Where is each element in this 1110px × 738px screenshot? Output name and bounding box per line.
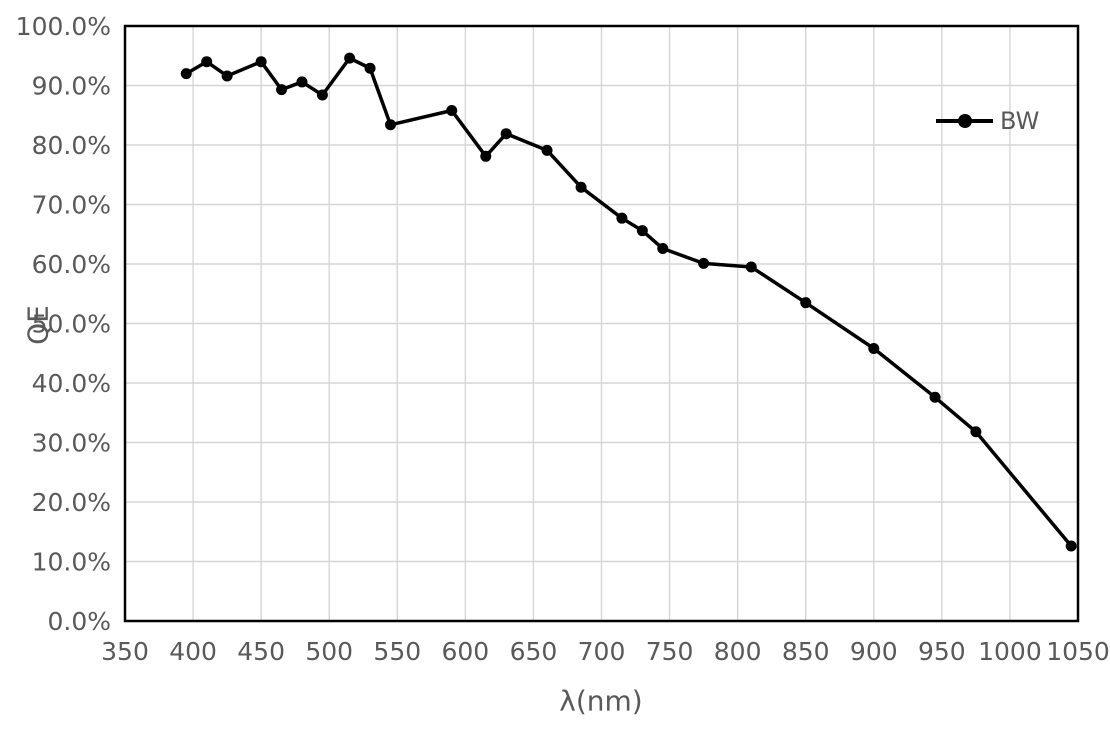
data-point-marker	[201, 56, 213, 68]
data-point-marker	[541, 144, 553, 156]
data-point-marker	[344, 52, 356, 64]
x-tick-label: 550	[373, 637, 421, 666]
y-tick-label: 50.0%	[32, 310, 111, 339]
data-point-marker	[970, 426, 982, 438]
y-axis-title: QE	[21, 305, 55, 345]
x-tick-label: 450	[237, 637, 285, 666]
x-tick-label: 600	[441, 637, 489, 666]
data-point-marker	[276, 84, 288, 96]
data-point-marker	[364, 62, 376, 74]
legend: BW	[936, 109, 1039, 133]
data-point-marker	[1065, 540, 1077, 552]
plot-border	[123, 24, 1080, 623]
data-point-marker	[657, 243, 669, 255]
data-point-marker	[384, 119, 396, 131]
data-point-marker	[316, 89, 328, 101]
x-tick-label: 350	[101, 637, 149, 666]
x-tick-label: 700	[578, 637, 626, 666]
data-point-marker	[575, 181, 587, 193]
x-tick-label: 950	[918, 637, 966, 666]
data-point-marker	[800, 297, 812, 309]
x-tick-label: 650	[510, 637, 558, 666]
data-point-marker	[868, 342, 880, 354]
y-tick-label: 100.0%	[16, 12, 111, 41]
y-tick-label: 90.0%	[32, 72, 111, 101]
y-tick-label: 40.0%	[32, 369, 111, 398]
x-tick-label: 400	[169, 637, 217, 666]
y-tick-label: 70.0%	[32, 191, 111, 220]
y-tick-label: 10.0%	[32, 548, 111, 577]
data-point-marker	[500, 128, 512, 140]
data-point-marker	[221, 70, 233, 82]
data-point-marker	[929, 391, 941, 403]
data-point-marker	[296, 76, 308, 88]
y-tick-label: 20.0%	[32, 488, 111, 517]
x-tick-label: 850	[782, 637, 830, 666]
data-point-marker	[698, 257, 710, 269]
y-tick-label: 80.0%	[32, 131, 111, 160]
x-tick-label: 1050	[1046, 637, 1110, 666]
x-axis-title: λ(nm)	[559, 684, 643, 718]
data-point-marker	[180, 68, 192, 80]
y-tick-label: 30.0%	[32, 429, 111, 458]
data-point-marker	[636, 225, 648, 237]
y-tick-label: 0.0%	[47, 607, 111, 636]
x-tick-label: 500	[305, 637, 353, 666]
legend-label: BW	[1000, 107, 1040, 135]
legend-circle-marker-icon	[957, 114, 972, 128]
data-point-marker	[255, 56, 267, 68]
data-point-marker	[745, 261, 757, 273]
x-tick-label: 1000	[978, 637, 1042, 666]
y-tick-label: 60.0%	[32, 250, 111, 279]
data-point-marker	[480, 150, 492, 162]
x-tick-label: 750	[646, 637, 694, 666]
data-point-marker	[446, 104, 458, 116]
x-tick-label: 900	[850, 637, 898, 666]
x-tick-label: 800	[714, 637, 762, 666]
data-point-marker	[616, 212, 628, 224]
legend-line-marker-icon	[936, 114, 993, 128]
